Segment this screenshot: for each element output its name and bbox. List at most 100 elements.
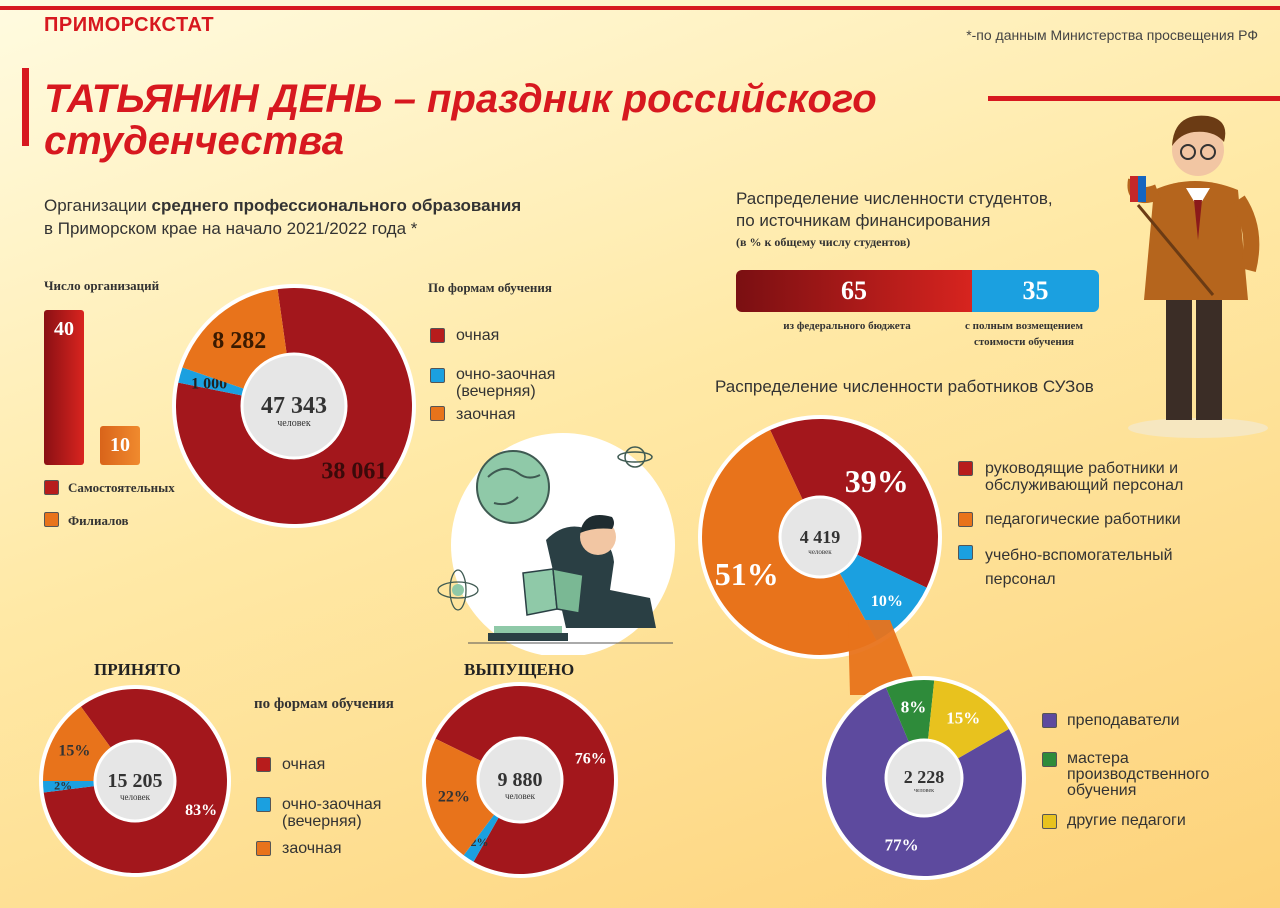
student-illustration bbox=[437, 433, 675, 655]
forms-legend-heading: По формам обучения bbox=[428, 280, 552, 295]
funding-caption-paid: с полным возмещением стоимости обучения bbox=[965, 320, 1083, 348]
source-note: *-по данным Министерства просвещения РФ bbox=[966, 27, 1258, 43]
graduated-value-label-1: 76% bbox=[575, 751, 607, 768]
graduated-value-label-3: 22% bbox=[438, 789, 470, 806]
glasses-icon bbox=[1180, 144, 1196, 160]
subtitle-line2: в Приморском крае на начало 2021/2022 го… bbox=[44, 219, 418, 238]
teacher-head bbox=[1172, 124, 1224, 176]
staff-value-label-3: 51% bbox=[715, 556, 779, 592]
bottom-legend-swatch-part-time bbox=[256, 797, 271, 812]
funding-value-paid: 35 bbox=[1022, 276, 1049, 305]
graduated-total-unit: человек bbox=[505, 791, 536, 801]
admitted-donut-chart: 83% 2% 15% 15 205 человек bbox=[39, 685, 231, 877]
funding-caption-federal: из федерального бюджета bbox=[783, 320, 911, 332]
graduated-title: ВЫПУЩЕНО bbox=[464, 660, 575, 679]
orgs-bar-value-1: 40 bbox=[54, 318, 74, 340]
brand-logo-text: ПРИМОРСКСТАТ bbox=[44, 14, 215, 36]
students-value-label-3: 8 282 bbox=[212, 328, 266, 354]
planet-icon bbox=[624, 446, 646, 468]
legend-label-mgmt: руководящие работники и обслуживающий пе… bbox=[985, 460, 1184, 494]
ped-total-unit: человек bbox=[914, 788, 934, 794]
orgs-bar-value-2: 10 bbox=[110, 434, 130, 457]
subtitle-pre: Организации bbox=[44, 196, 152, 215]
orgs-bar-1: 40 bbox=[44, 310, 84, 465]
atom-icon bbox=[452, 584, 464, 596]
ped-donut-hole bbox=[884, 738, 964, 818]
legend-label-masters: мастера производственного обучения bbox=[1067, 750, 1210, 799]
staff-donut-chart: 39% 10% 51% 4 419 человек bbox=[698, 415, 942, 659]
book-icon bbox=[522, 568, 558, 616]
graduated-donut-hole bbox=[476, 736, 564, 824]
legend-swatch-full-time bbox=[430, 328, 445, 343]
students-total-unit: человек bbox=[277, 418, 311, 429]
legend-label-distance: заочная bbox=[456, 406, 516, 423]
staff-title: Распределение численности работников СУЗ… bbox=[715, 377, 1094, 396]
legend-swatch-part-time bbox=[430, 368, 445, 383]
bottom-legend-label-part-time: очно-заочная (вечерняя) bbox=[282, 796, 382, 830]
bottom-forms-heading: по формам обучения bbox=[254, 696, 394, 712]
staff-value-label-1: 39% bbox=[845, 463, 909, 499]
teacher-leg-right bbox=[1196, 290, 1222, 420]
staff-total-unit: человек bbox=[808, 548, 832, 556]
funding-value-federal: 65 bbox=[840, 276, 867, 305]
legend-label-full-time: очная bbox=[456, 327, 500, 344]
admitted-title: ПРИНЯТО bbox=[94, 660, 181, 679]
funding-bar-paid: 35 bbox=[971, 270, 1099, 312]
funding-title-line2: по источникам финансирования bbox=[736, 211, 991, 230]
funding-title: Распределение численности студентов, по … bbox=[736, 188, 1053, 232]
legend-swatch-aux bbox=[958, 545, 973, 560]
teacher-jacket bbox=[1144, 181, 1248, 300]
staff-slice-1 bbox=[770, 419, 938, 588]
legend-label-ped: педагогические работники bbox=[985, 511, 1181, 528]
book-stack bbox=[488, 633, 568, 641]
legend-swatch-other bbox=[1042, 814, 1057, 829]
orgs-heading: Число организаций bbox=[44, 278, 160, 293]
admitted-total: 15 205 bbox=[108, 770, 163, 792]
legend-label-part-time: очно-заочная (вечерняя) bbox=[456, 366, 556, 400]
magnet-icon bbox=[1130, 176, 1138, 202]
legend-swatch-ped bbox=[958, 512, 973, 527]
ped-value-label-1: 77% bbox=[885, 835, 919, 854]
staff-value-label-2: 10% bbox=[871, 593, 903, 610]
title-rule bbox=[988, 96, 1280, 101]
legend-swatch-branches bbox=[44, 512, 59, 527]
ped-total: 2 228 bbox=[904, 767, 945, 787]
funding-note: (в % к общему числу студентов) bbox=[736, 235, 911, 249]
ped-value-label-3: 15% bbox=[946, 709, 980, 728]
admitted-donut-hole bbox=[93, 739, 177, 823]
connector-wedge bbox=[848, 620, 920, 695]
page-title: ТАТЬЯНИН ДЕНЬ – праздник российского сту… bbox=[44, 77, 877, 163]
teacher-hair bbox=[1172, 115, 1226, 146]
students-value-label-1: 38 061 bbox=[321, 458, 387, 484]
funding-title-line1: Распределение численности студентов, bbox=[736, 189, 1053, 208]
legend-swatch-masters bbox=[1042, 752, 1057, 767]
legend-label-teachers: преподаватели bbox=[1067, 712, 1180, 729]
funding-bar-federal: 65 bbox=[736, 270, 972, 312]
teacher-illustration bbox=[1127, 115, 1268, 438]
teacher-tie bbox=[1194, 200, 1202, 240]
top-rule bbox=[0, 6, 1280, 10]
legend-swatch-independent bbox=[44, 480, 59, 495]
ped-value-label-2: 8% bbox=[901, 698, 927, 717]
teacher-shadow bbox=[1128, 418, 1268, 438]
bottom-legend-swatch-full-time bbox=[256, 757, 271, 772]
admitted-value-label-3: 15% bbox=[58, 743, 90, 760]
subtitle-bold: среднего профессионального образования bbox=[151, 196, 522, 215]
legend-label-other: другие педагоги bbox=[1067, 812, 1186, 829]
legend-label-branches: Филиалов bbox=[68, 513, 129, 528]
funding-bar: 65 35 bbox=[736, 270, 1099, 312]
students-donut-hole bbox=[240, 352, 348, 460]
graduated-total: 9 880 bbox=[498, 769, 543, 791]
legend-swatch-teachers bbox=[1042, 713, 1057, 728]
globe-icon bbox=[476, 450, 550, 524]
admitted-value-label-1: 83% bbox=[185, 802, 217, 819]
ped-donut-chart: 77% 8% 15% 2 228 человек bbox=[822, 676, 1026, 880]
bottom-legend-label-full-time: очная bbox=[282, 756, 326, 773]
teacher-leg-left bbox=[1166, 290, 1192, 420]
orgs-bar-chart: 40 10 bbox=[44, 300, 144, 465]
staff-total: 4 419 bbox=[800, 527, 841, 547]
admitted-value-label-2: 2% bbox=[54, 779, 72, 793]
title-accent-bar bbox=[22, 68, 29, 146]
